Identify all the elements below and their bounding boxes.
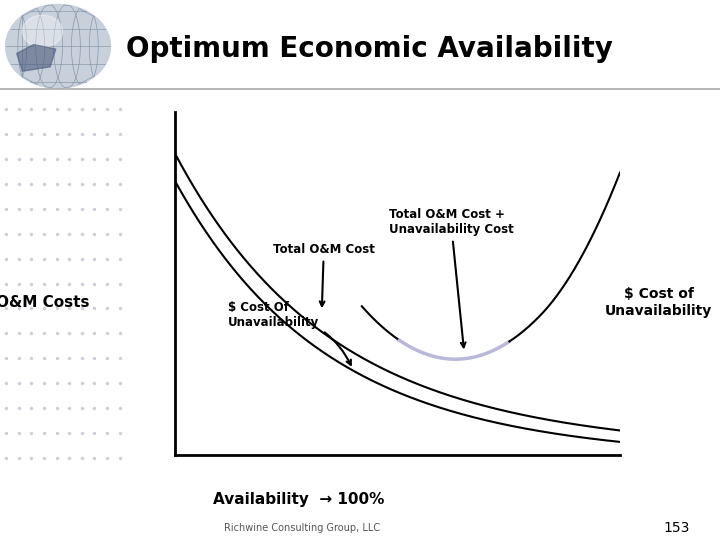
Text: Total O&M Cost +
Unavailability Cost: Total O&M Cost + Unavailability Cost xyxy=(389,208,513,347)
Text: Richwine Consulting Group, LLC: Richwine Consulting Group, LLC xyxy=(225,523,380,533)
Text: 153: 153 xyxy=(664,521,690,535)
Text: Availability  → 100%: Availability → 100% xyxy=(213,492,384,507)
Text: O&M Costs: O&M Costs xyxy=(0,295,90,310)
Text: Optimum Economic Availability: Optimum Economic Availability xyxy=(126,35,613,63)
Text: Total O&M Cost: Total O&M Cost xyxy=(273,243,374,306)
Polygon shape xyxy=(17,45,56,71)
Circle shape xyxy=(22,15,63,47)
Circle shape xyxy=(6,4,110,88)
Text: $ Cost of
Unavailability: $ Cost of Unavailability xyxy=(606,287,712,318)
Text: $ Cost Of
Unavailability: $ Cost Of Unavailability xyxy=(228,301,351,365)
